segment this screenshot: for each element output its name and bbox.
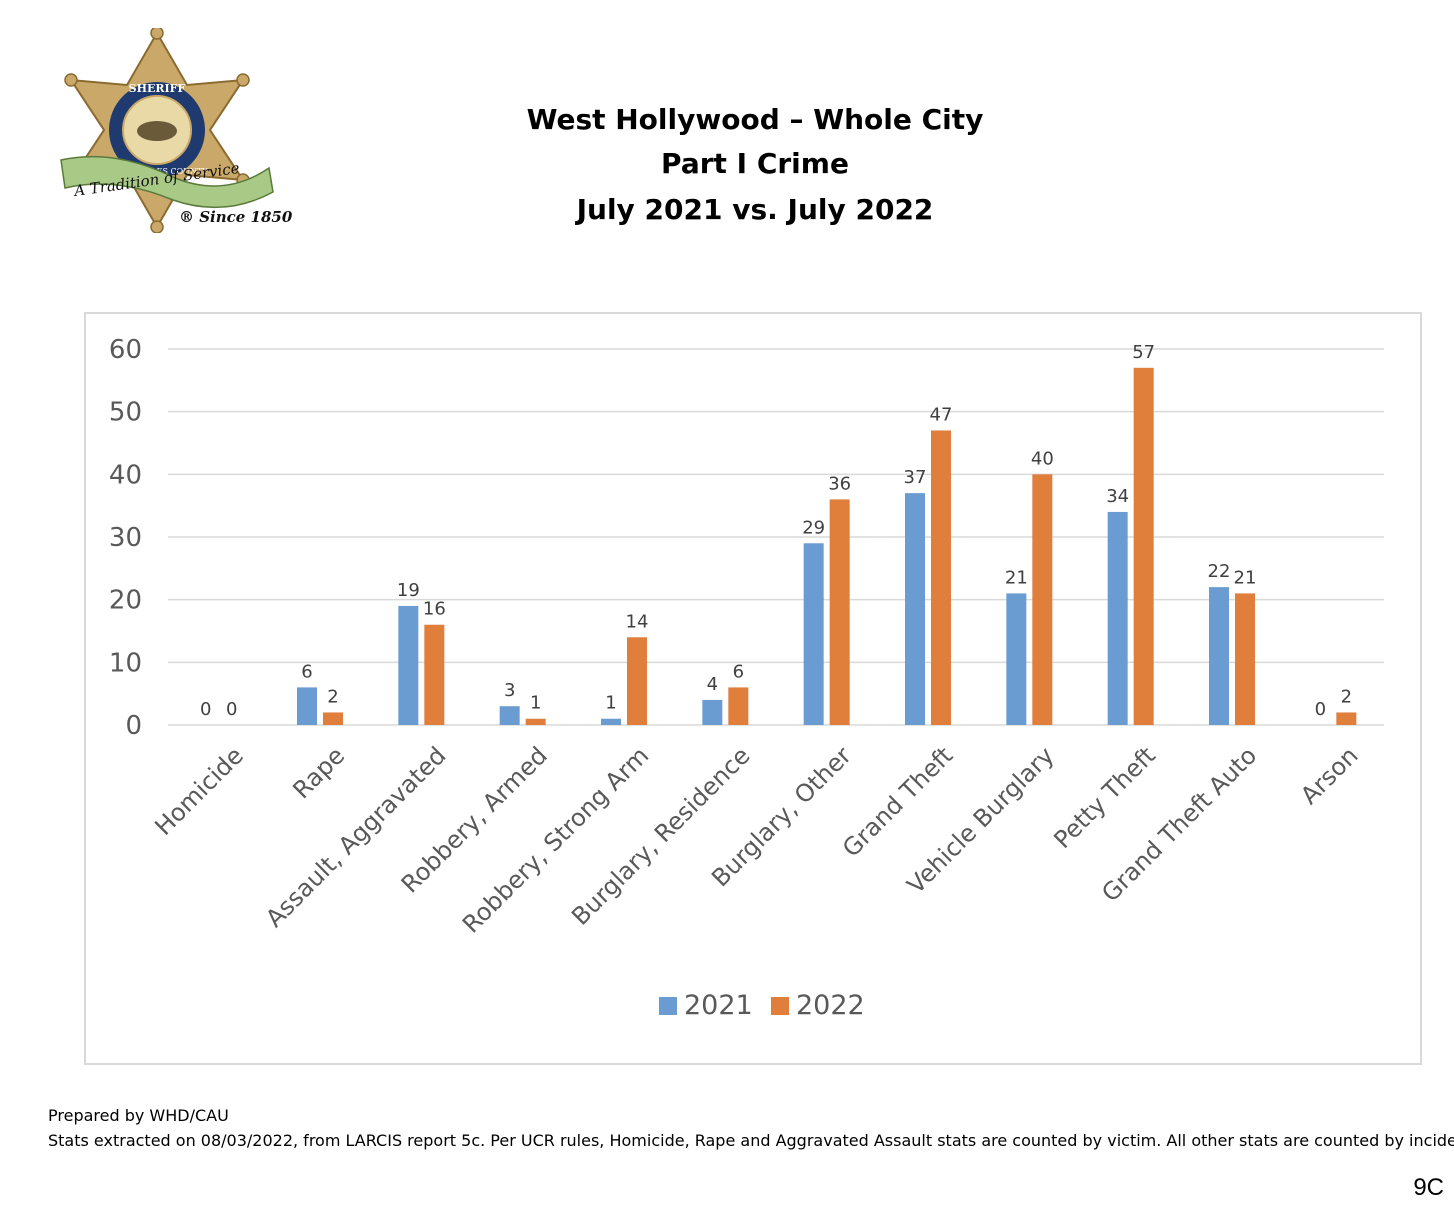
x-tick-label: Assault, Aggravated bbox=[260, 741, 451, 932]
bar-2022 bbox=[627, 637, 647, 725]
data-label-2022: 21 bbox=[1234, 567, 1257, 588]
legend-swatch-2022 bbox=[771, 997, 789, 1015]
legend-swatch-2021 bbox=[659, 997, 677, 1015]
data-label-2021: 29 bbox=[802, 517, 825, 538]
sheriff-badge-icon: SHERIFF LOS ANGELES COUNTY A Tradition o… bbox=[60, 26, 293, 234]
page-number: 9C bbox=[1413, 1174, 1444, 1201]
y-tick-label: 50 bbox=[109, 398, 142, 428]
since-text: ® Since 1850 bbox=[179, 208, 293, 226]
x-tick-label: Homicide bbox=[149, 741, 248, 840]
data-label-2021: 37 bbox=[904, 467, 927, 488]
legend-label-2021: 2021 bbox=[684, 990, 753, 1021]
data-label-2022: 14 bbox=[626, 611, 649, 632]
data-label-2022: 47 bbox=[930, 404, 953, 425]
y-tick-label: 40 bbox=[109, 460, 142, 490]
stats-note: Stats extracted on 08/03/2022, from LARC… bbox=[48, 1131, 1454, 1150]
bar-2021 bbox=[803, 543, 824, 725]
y-tick-label: 60 bbox=[109, 335, 142, 365]
bar-2021 bbox=[601, 718, 621, 725]
bar-2021 bbox=[702, 699, 723, 725]
bar-2022 bbox=[829, 499, 850, 725]
y-tick-label: 30 bbox=[109, 523, 142, 553]
data-label-2022: 1 bbox=[530, 693, 541, 714]
data-label-2021: 3 bbox=[504, 680, 515, 701]
y-tick-label: 20 bbox=[109, 586, 142, 616]
page-subtitle: Part I Crime bbox=[661, 147, 849, 180]
bar-2021 bbox=[1209, 587, 1229, 725]
y-tick-label: 0 bbox=[125, 711, 142, 741]
bar-2022 bbox=[424, 624, 445, 725]
data-label-2021: 34 bbox=[1106, 486, 1129, 507]
data-label-2021: 0 bbox=[1315, 699, 1326, 720]
data-label-2021: 1 bbox=[605, 693, 616, 714]
x-tick-label: Burglary, Residence bbox=[566, 741, 755, 930]
data-label-2021: 0 bbox=[200, 699, 211, 720]
bar-2022 bbox=[323, 712, 343, 725]
bar-2021 bbox=[1006, 593, 1027, 725]
data-label-2021: 22 bbox=[1208, 561, 1231, 582]
data-label-2022: 57 bbox=[1132, 342, 1155, 363]
bar-2021 bbox=[398, 605, 419, 725]
y-tick-label: 10 bbox=[109, 648, 142, 678]
bar-2022 bbox=[1133, 367, 1154, 725]
legend-label-2022: 2022 bbox=[796, 990, 865, 1021]
data-label-2021: 6 bbox=[301, 661, 312, 682]
page-period: July 2021 vs. July 2022 bbox=[576, 193, 934, 226]
bar-2021 bbox=[1107, 511, 1128, 725]
bar-2022 bbox=[931, 430, 951, 725]
x-tick-label: Arson bbox=[1295, 741, 1363, 809]
data-label-2022: 40 bbox=[1031, 448, 1054, 469]
bar-2022 bbox=[1336, 712, 1357, 725]
prepared-by: Prepared by WHD/CAU bbox=[48, 1106, 229, 1125]
sheriff-badge-logo: SHERIFF LOS ANGELES COUNTY A Tradition o… bbox=[55, 26, 295, 234]
bar-2021 bbox=[499, 706, 520, 725]
bar-2021 bbox=[297, 687, 317, 725]
data-label-2021: 4 bbox=[707, 674, 718, 695]
page-title: West Hollywood – Whole City bbox=[526, 103, 984, 136]
data-label-2022: 2 bbox=[327, 686, 338, 707]
bar-2022 bbox=[1032, 474, 1053, 725]
data-label-2022: 0 bbox=[226, 699, 237, 720]
seal-top-text: SHERIFF bbox=[129, 82, 186, 95]
x-tick-label: Petty Theft bbox=[1048, 741, 1161, 854]
data-label-2022: 2 bbox=[1341, 686, 1352, 707]
data-label-2022: 36 bbox=[828, 473, 851, 494]
data-label-2021: 19 bbox=[397, 580, 420, 601]
x-tick-label: Robbery, Strong Arm bbox=[457, 741, 654, 938]
bar-2022 bbox=[525, 718, 546, 725]
bar-2022 bbox=[728, 687, 749, 725]
bar-2022 bbox=[1235, 593, 1255, 725]
bar-2021 bbox=[905, 493, 925, 725]
data-label-2021: 21 bbox=[1005, 567, 1028, 588]
data-label-2022: 16 bbox=[423, 599, 446, 620]
x-tick-label: Rape bbox=[287, 741, 350, 804]
data-label-2022: 6 bbox=[733, 661, 744, 682]
